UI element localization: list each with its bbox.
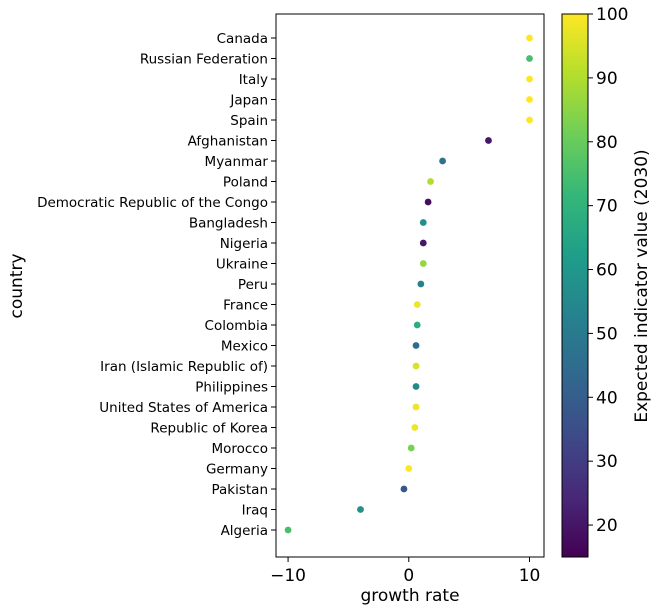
y-tick-label: Poland (223, 175, 268, 191)
data-point (526, 75, 533, 83)
y-tick-label: Republic of Korea (150, 421, 268, 437)
data-point (407, 444, 415, 452)
y-tick-label: Mexico (221, 339, 268, 355)
y-tick-label: Pakistan (211, 482, 268, 498)
x-tick-label: 0 (403, 566, 414, 586)
data-point (400, 485, 408, 493)
data-point (526, 116, 533, 124)
y-tick-label: Japan (229, 93, 268, 109)
y-tick-label: Nigeria (220, 236, 268, 252)
colorbar-tick-label: 80 (596, 133, 618, 153)
colorbar-tick-label: 60 (596, 261, 618, 281)
data-point (526, 55, 533, 62)
y-tick-label: Algeria (221, 523, 268, 539)
y-tick-label: Afghanistan (188, 134, 268, 150)
data-point (526, 34, 533, 42)
data-point (412, 383, 420, 390)
y-tick-label: United States of America (99, 400, 268, 416)
y-tick-label: Canada (217, 31, 268, 47)
colorbar-tick-label: 70 (596, 197, 618, 217)
data-point (427, 178, 434, 185)
data-point (413, 321, 421, 329)
data-point (413, 301, 421, 308)
x-axis-title: growth rate (360, 586, 459, 606)
data-point (485, 137, 492, 144)
colorbar-tick-label: 40 (596, 388, 618, 408)
colorbar-title: Expected indicator value (2030) (632, 149, 652, 422)
y-tick-label: Colombia (205, 318, 268, 334)
colorbar-tick-label: 90 (596, 69, 618, 89)
y-tick-label: France (223, 298, 268, 314)
data-point (411, 424, 419, 431)
data-point (419, 239, 427, 247)
y-tick-label: Bangladesh (189, 216, 268, 232)
y-tick-label: Myanmar (205, 154, 269, 170)
colorbar-ticks: 20 30 40 50 60 70 80 90 100 (588, 5, 628, 536)
data-point (439, 157, 446, 165)
data-point (405, 465, 413, 472)
y-tick-label: Iraq (242, 503, 268, 519)
data-point (412, 362, 420, 370)
y-tick-label: Morocco (211, 441, 268, 457)
y-tick-label: Spain (230, 113, 268, 129)
y-tick-label: Democratic Republic of the Congo (37, 195, 268, 211)
chart-marks: Canada Russian Federation Italy Japan Spain A… (37, 31, 540, 586)
data-point (419, 219, 427, 226)
data-point (419, 260, 427, 267)
colorbar-tick-label: 30 (596, 452, 618, 472)
colorbar (561, 13, 589, 558)
y-tick-label: Philippines (195, 380, 268, 396)
data-point (424, 198, 432, 206)
data-point (412, 403, 420, 411)
y-axis-title: country (7, 253, 27, 318)
y-tick-label: Ukraine (216, 257, 268, 273)
data-point (417, 280, 425, 288)
x-tick-label: 10 (519, 566, 541, 586)
y-tick-label: Italy (239, 72, 268, 88)
y-tick-label: Iran (Islamic Republic of) (100, 359, 268, 375)
y-tick-label: Russian Federation (140, 52, 268, 68)
colorbar-tick-label: 50 (596, 324, 618, 344)
x-tick-label: −10 (270, 566, 306, 586)
plot-area (275, 13, 545, 558)
data-point (412, 342, 420, 349)
data-point (526, 96, 533, 103)
colorbar-tick-label: 20 (596, 516, 618, 536)
colorbar-tick-label: 100 (596, 5, 628, 25)
y-tick-label: Peru (238, 277, 268, 293)
y-tick-label: Germany (206, 462, 268, 478)
data-point (284, 526, 292, 534)
data-point (357, 506, 364, 513)
